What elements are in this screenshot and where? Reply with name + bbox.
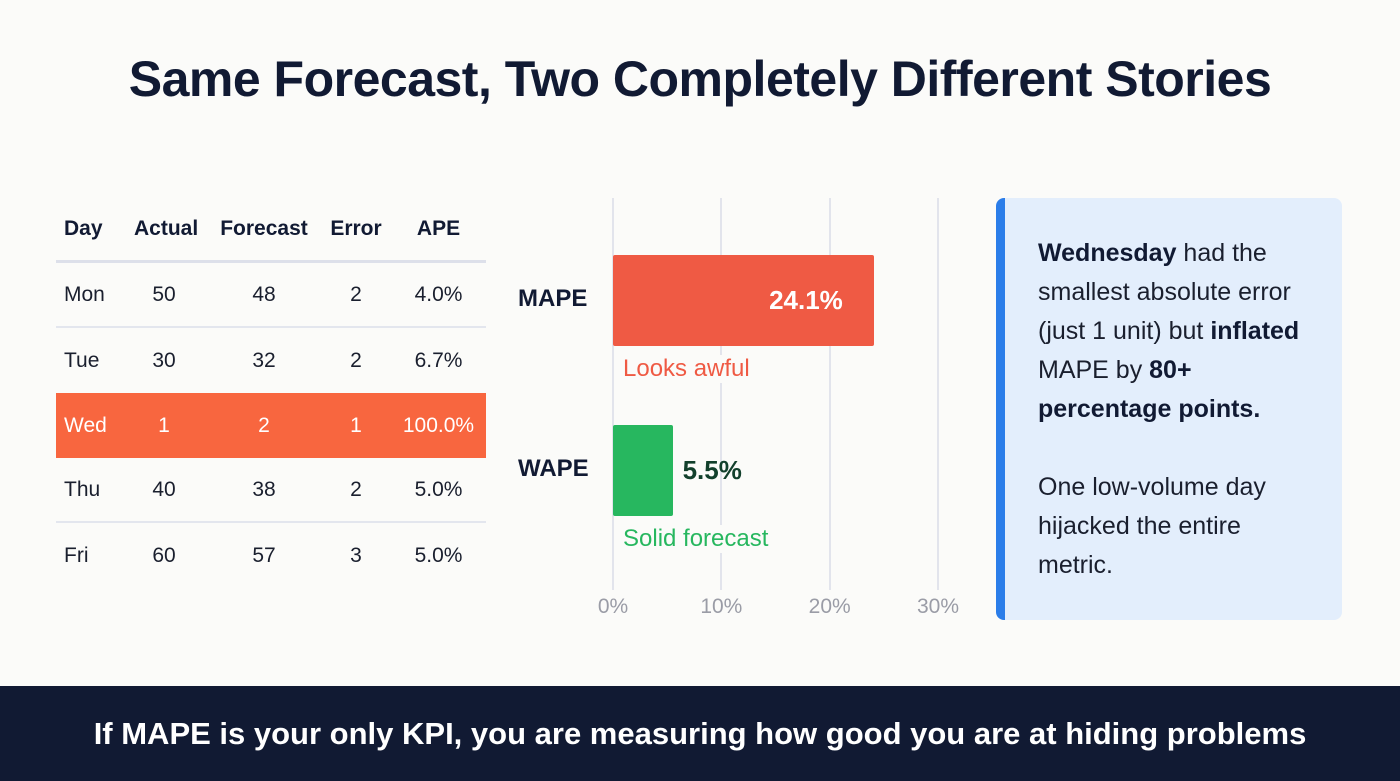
bar-value-mape: 24.1% bbox=[769, 285, 843, 315]
table-header: Day Actual Forecast Error APE bbox=[56, 198, 486, 263]
gridline bbox=[612, 198, 614, 590]
table-cell-day: Thu bbox=[64, 477, 101, 501]
footer-banner: If MAPE is your only KPI, you are measur… bbox=[0, 686, 1400, 781]
table-cell-error: 2 bbox=[350, 477, 362, 501]
header-day: Day bbox=[64, 217, 103, 240]
table-cell-ape: 5.0% bbox=[414, 477, 463, 501]
header-forecast: Forecast bbox=[220, 217, 308, 240]
x-tick-label: 0% bbox=[597, 595, 629, 618]
callout-bold-points: 80+ percentage points. bbox=[1038, 356, 1261, 423]
table-cell-actual: 30 bbox=[152, 348, 176, 372]
table-cell-actual: 50 bbox=[152, 282, 176, 306]
table-cell-day: Wed bbox=[64, 413, 107, 437]
bar-label-wape: WAPE bbox=[518, 455, 589, 482]
x-tick-label: 20% bbox=[808, 595, 851, 618]
table-cell-forecast: 57 bbox=[252, 543, 276, 567]
callout-paragraph-1: Wednesday had the smallest absolute erro… bbox=[1038, 234, 1322, 429]
table-cell-day: Tue bbox=[64, 348, 100, 372]
x-tick-label: 10% bbox=[700, 595, 743, 618]
bar-label-mape: MAPE bbox=[518, 285, 588, 312]
forecast-table: Day Actual Forecast Error APE Mon 50 48 2 4.… bbox=[56, 198, 486, 588]
table-cell-actual: 1 bbox=[158, 413, 170, 437]
bar-wape bbox=[613, 425, 673, 516]
callout-bold-inflated: inflated bbox=[1210, 317, 1300, 345]
insight-callout: Wednesday had the smallest absolute erro… bbox=[996, 198, 1342, 620]
table-cell-ape: 6.7% bbox=[414, 348, 463, 372]
table-row: Mon 50 48 2 4.0% bbox=[56, 263, 486, 328]
table-cell-forecast: 32 bbox=[252, 348, 276, 372]
header-actual: Actual bbox=[134, 217, 199, 240]
table-cell-error: 2 bbox=[350, 282, 362, 306]
table-row: Fri 60 57 3 5.0% bbox=[56, 523, 486, 588]
header-error: Error bbox=[330, 217, 382, 240]
table-row: Wed 1 2 1 100.0% bbox=[56, 393, 486, 458]
callout-text: MAPE by bbox=[1038, 356, 1150, 384]
table-cell-forecast: 38 bbox=[252, 477, 276, 501]
gridline bbox=[937, 198, 939, 590]
callout-bold-wednesday: Wednesday bbox=[1038, 239, 1177, 267]
header-ape: APE bbox=[416, 217, 461, 240]
bar-note-wape: Solid forecast bbox=[623, 525, 773, 553]
gridline bbox=[828, 198, 831, 590]
bar-value-wape: 5.5% bbox=[682, 455, 742, 485]
gridline bbox=[720, 198, 723, 590]
table-row: Thu 40 38 2 5.0% bbox=[56, 458, 486, 523]
table-cell-forecast: 48 bbox=[252, 282, 276, 306]
callout-text: had the smallest absolute error (just 1 … bbox=[1038, 239, 1291, 345]
x-tick-label: 30% bbox=[916, 595, 960, 618]
metric-bar-chart: 0% 10% 20% 30% MAPE 24.1% Looks awful WAPE 5.5% S… bbox=[500, 190, 980, 630]
table-cell-ape: 100.0% bbox=[402, 413, 475, 437]
table-cell-ape: 4.0% bbox=[414, 282, 463, 306]
table-cell-error: 1 bbox=[350, 413, 362, 437]
table-cell-error: 3 bbox=[350, 543, 362, 567]
table-cell-forecast: 2 bbox=[258, 413, 270, 437]
page-title: Same Forecast, Two Completely Different … bbox=[128, 51, 1272, 107]
bar-note-mape: Looks awful bbox=[623, 355, 754, 383]
table-cell-ape: 5.0% bbox=[414, 543, 463, 567]
table-cell-error: 2 bbox=[350, 348, 362, 372]
table-row: Tue 30 32 2 6.7% bbox=[56, 328, 486, 393]
table-cell-actual: 60 bbox=[152, 543, 176, 567]
bar-mape bbox=[613, 255, 875, 346]
table-cell-day: Fri bbox=[64, 543, 89, 567]
table-cell-day: Mon bbox=[64, 282, 105, 306]
table-cell-actual: 40 bbox=[152, 477, 176, 501]
callout-paragraph-2: One low-volume day hijacked the entire m… bbox=[1038, 473, 1266, 579]
